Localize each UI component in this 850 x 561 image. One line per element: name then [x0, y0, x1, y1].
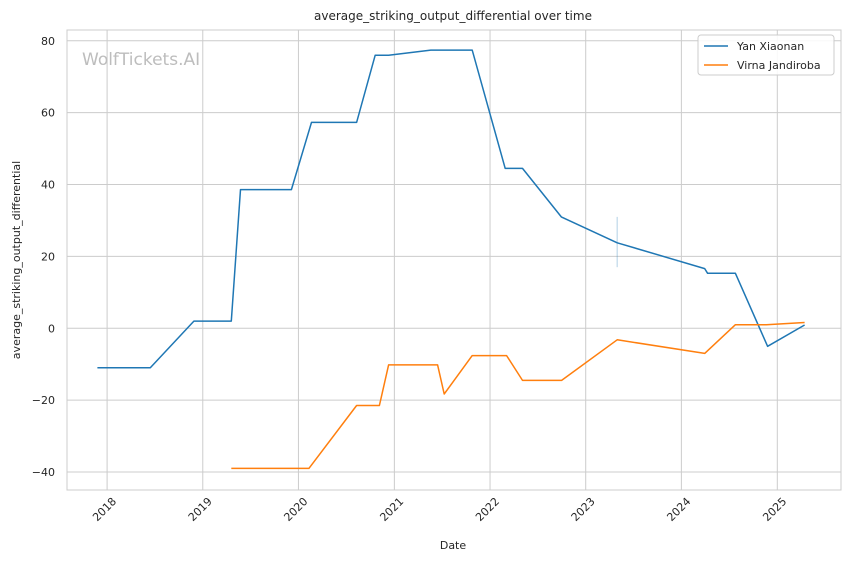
legend-label: Yan Xiaonan: [736, 40, 804, 53]
y-tick-label: 0: [48, 322, 55, 335]
x-tick-label: 2019: [186, 495, 215, 524]
legend-box: [697, 34, 835, 76]
x-tick-label: 2022: [473, 495, 502, 524]
plot-area: [66, 29, 842, 491]
watermark: WolfTickets.AI: [82, 50, 200, 70]
y-tick-label: 60: [41, 107, 55, 120]
y-tick-label: 20: [41, 250, 55, 263]
y-tick-label: −40: [32, 466, 55, 479]
x-tick-label: 2025: [760, 495, 789, 524]
plot-frame: [66, 29, 842, 491]
series-line-1: [97, 49, 805, 369]
legend: Yan Xiaonan Virna Jandiroba: [697, 34, 835, 76]
x-tick-label: 2021: [377, 495, 406, 524]
series-line-2: [231, 321, 805, 470]
chart-title: average_striking_output_differential ove…: [314, 9, 592, 23]
grid: [67, 30, 841, 490]
x-axis-ticks: 2018 2019 2020 2021 2022 2023 2024 2025: [90, 495, 789, 524]
x-tick-label: 2020: [281, 495, 310, 524]
y-tick-label: 80: [41, 35, 55, 48]
y-tick-label: −20: [32, 394, 55, 407]
series-lines: [97, 49, 805, 470]
x-tick-label: 2024: [664, 495, 693, 524]
y-tick-label: 40: [41, 179, 55, 192]
x-tick-label: 2023: [569, 495, 598, 524]
y-axis-ticks: −40 −20 0 20 40 60 80: [32, 35, 55, 479]
x-tick-label: 2018: [90, 495, 119, 524]
y-axis-label: average_striking_output_differential: [10, 161, 23, 359]
x-axis-label: Date: [440, 539, 467, 552]
legend-label: Virna Jandiroba: [737, 59, 821, 72]
